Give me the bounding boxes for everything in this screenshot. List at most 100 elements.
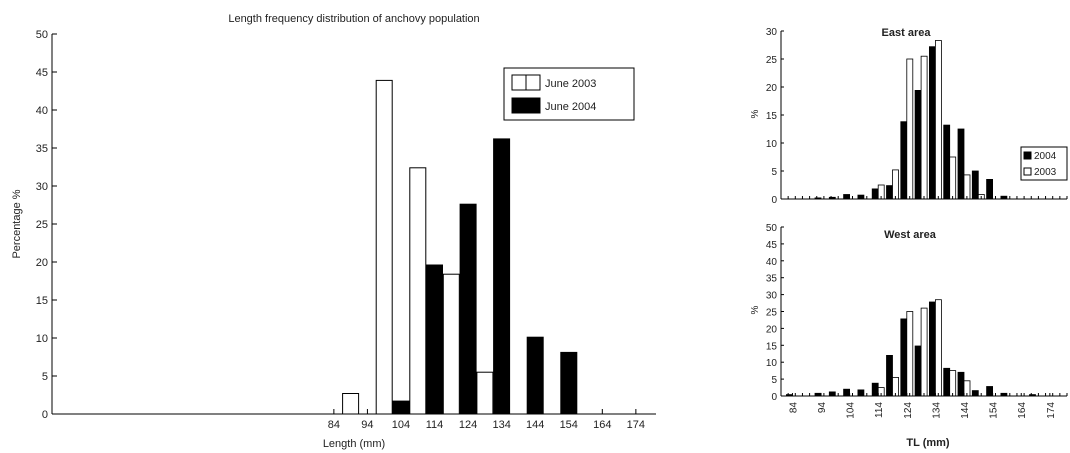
west-x-tick-label-84: 84: [788, 402, 799, 414]
main-chart-bars: [342, 79, 578, 415]
bar-main-june-2003-89: [342, 393, 360, 415]
west-x-tick-label-144: 144: [960, 402, 971, 419]
bar-east-2004-139: [943, 124, 951, 200]
east-chart-axes: 0 5 10 15 20 25 30: [766, 27, 1068, 206]
east-y-tick-label-5: 5: [771, 167, 777, 178]
west-x-tick-label-174: 174: [1046, 402, 1057, 419]
main-y-tick-label-10: 10: [36, 333, 48, 345]
bar-main-june-2003-109: [409, 167, 427, 415]
west-y-tick-label-45: 45: [766, 240, 778, 251]
west-x-tick-label-164: 164: [1017, 402, 1028, 419]
main-x-tick-label-174: 174: [627, 419, 645, 431]
main-y-tick-label-30: 30: [36, 181, 48, 193]
east-y-tick-label-30: 30: [766, 27, 778, 38]
bar-east-2004-134: [929, 46, 936, 200]
west-x-tick-label-94: 94: [817, 402, 828, 414]
main-x-tick-label-134: 134: [492, 419, 510, 431]
main-chart-ylabel: Percentage %: [11, 189, 23, 258]
main-y-tick-label-45: 45: [36, 67, 48, 79]
legend-label-june-2004: June 2004: [545, 101, 596, 113]
bar-east-2004-149: [971, 170, 979, 200]
west-y-tick-label-10: 10: [766, 358, 778, 369]
main-y-tick-label-5: 5: [42, 371, 48, 383]
bar-main-june-2003-119: [442, 273, 460, 415]
bar-east-2003-134: [935, 40, 942, 200]
bar-west-2004-139: [943, 367, 951, 397]
bar-main-june-2003-129: [476, 371, 494, 415]
bar-east-2003-119: [892, 169, 899, 200]
west-y-tick-label-35: 35: [766, 274, 778, 285]
east-chart-title: East area: [882, 27, 932, 39]
west-y-tick-label-50: 50: [766, 223, 778, 234]
bar-east-2004-129: [914, 90, 922, 200]
bar-east-2003-124: [906, 58, 914, 200]
bar-east-2004-154: [986, 178, 993, 200]
bar-west-2004-154: [986, 386, 993, 397]
west-area-chart: West area % TL (mm) 0 5 10 15 20 25 30 35 40 45 50…: [750, 223, 1068, 449]
bar-west-2004-99: [828, 391, 836, 397]
east-legend-swatch-2003: [1023, 167, 1032, 176]
east-y-tick-label-0: 0: [771, 195, 777, 206]
bar-main-june-2004-114: [426, 264, 443, 415]
bar-west-2004-144: [957, 371, 965, 397]
legend-swatch-june-2003: [511, 74, 527, 91]
main-x-tick-label-124: 124: [459, 419, 477, 431]
bar-west-2004-134: [929, 301, 936, 397]
bar-west-2004-129: [914, 345, 922, 397]
west-y-tick-label-30: 30: [766, 291, 778, 302]
main-x-tick-label-154: 154: [560, 419, 578, 431]
west-x-tick-label-104: 104: [846, 402, 857, 419]
main-y-tick-label-20: 20: [36, 257, 48, 269]
bar-main-june-2004-134: [493, 138, 511, 415]
east-chart-legend: 2004 2003: [1020, 146, 1068, 181]
bar-west-2004-114: [871, 382, 879, 397]
main-y-tick-label-50: 50: [36, 29, 48, 41]
main-y-tick-label-40: 40: [36, 105, 48, 117]
west-chart-ylabel: %: [750, 305, 761, 314]
east-y-tick-label-10: 10: [766, 139, 778, 150]
east-y-tick-label-20: 20: [766, 83, 778, 94]
bar-east-2004-109: [857, 194, 865, 200]
bar-east-2004-124: [900, 121, 908, 200]
east-legend-label-2003: 2003: [1034, 167, 1057, 178]
main-y-tick-label-35: 35: [36, 143, 48, 155]
west-chart-axes: 0 5 10 15 20 25 30 35 40 45 50 84 94 104 114 124 134 144 1…: [766, 223, 1068, 419]
bar-east-2004-114: [871, 188, 879, 200]
bar-east-2004-119: [886, 185, 893, 200]
main-x-tick-label-84: 84: [328, 419, 340, 431]
bar-west-2004-124: [900, 318, 908, 397]
legend-label-june-2003: June 2003: [545, 78, 596, 90]
main-chart: Length frequency distribution of anchovy…: [11, 13, 656, 450]
bar-west-2003-129: [920, 307, 928, 397]
bar-main-june-2004-154: [560, 351, 578, 415]
bar-east-2003-144: [963, 174, 971, 200]
bar-east-2004-104: [843, 194, 850, 200]
main-x-tick-label-104: 104: [392, 419, 410, 431]
main-y-tick-label-25: 25: [36, 219, 48, 231]
west-y-tick-label-20: 20: [766, 324, 778, 335]
bar-main-june-2003-99: [375, 79, 393, 415]
bar-west-2003-139: [949, 370, 957, 397]
west-chart-title: West area: [884, 229, 937, 241]
east-y-tick-label-25: 25: [766, 55, 778, 66]
east-area-chart: East area % 0 5 10 15 20 25 30 2004 2003: [750, 27, 1068, 206]
bar-east-2003-139: [949, 156, 957, 200]
west-x-tick-label-134: 134: [931, 402, 942, 419]
west-y-tick-label-40: 40: [766, 257, 778, 268]
east-y-tick-label-15: 15: [766, 111, 778, 122]
bar-main-june-2004-144: [526, 336, 544, 415]
west-chart-xlabel: TL (mm): [906, 437, 950, 449]
main-x-tick-label-94: 94: [361, 419, 373, 431]
west-y-tick-label-25: 25: [766, 308, 778, 319]
bar-west-2003-134: [935, 299, 942, 397]
east-legend-label-2004: 2004: [1034, 151, 1057, 162]
main-x-tick-label-144: 144: [526, 419, 544, 431]
bar-west-2004-149: [971, 390, 979, 397]
east-chart-ylabel: %: [750, 109, 761, 118]
main-chart-title: Length frequency distribution of anchovy…: [228, 13, 479, 25]
west-y-tick-label-0: 0: [771, 392, 777, 403]
main-x-tick-label-164: 164: [593, 419, 611, 431]
bar-west-2004-119: [886, 354, 893, 397]
main-chart-legend: June 2003 June 2004: [503, 67, 635, 121]
west-chart-bars: [786, 299, 1036, 397]
